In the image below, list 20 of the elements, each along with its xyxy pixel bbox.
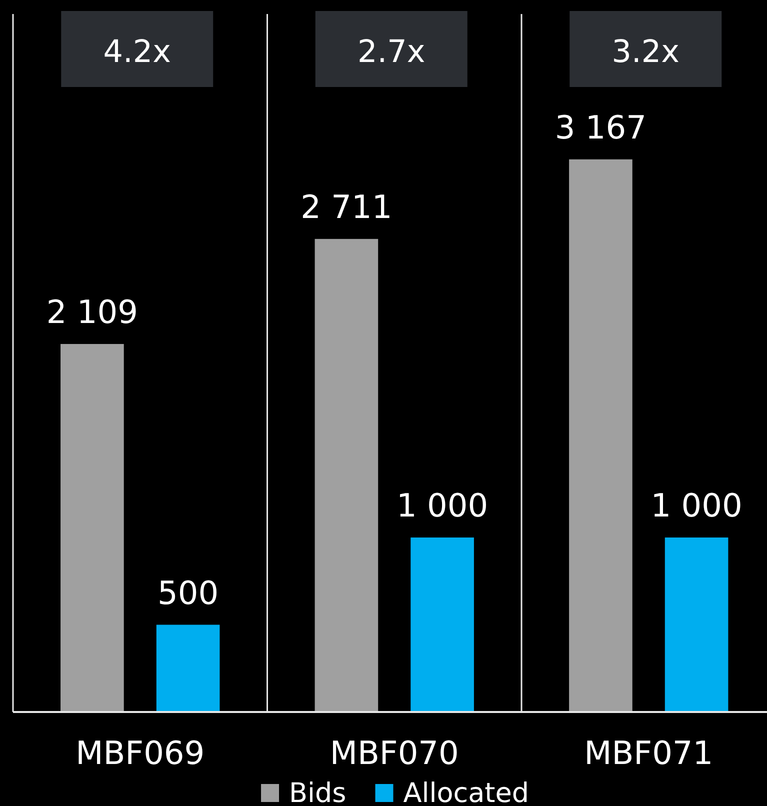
bar (60, 344, 124, 712)
data-label: 500 (158, 574, 219, 612)
bar (410, 538, 474, 712)
data-label: 3 167 (554, 108, 647, 146)
data-label: 2 711 (300, 188, 392, 226)
data-label: 1 000 (650, 486, 742, 524)
x-tick-label: MBF069 (76, 734, 205, 772)
data-label: 2 109 (46, 292, 138, 331)
x-tick-label: MBF070 (330, 734, 459, 772)
legend-label: Bids (289, 778, 346, 806)
legend-label: Allocated (403, 778, 529, 806)
bar (314, 238, 378, 712)
bar (664, 538, 728, 712)
x-tick-label: MBF071 (584, 734, 714, 772)
bar (569, 159, 632, 712)
data-label: 1 000 (396, 486, 488, 524)
annotation: 3.2x (612, 34, 680, 70)
annotation: 2.7x (358, 34, 426, 70)
annotation: 4.2x (103, 34, 171, 70)
bar (156, 624, 220, 712)
